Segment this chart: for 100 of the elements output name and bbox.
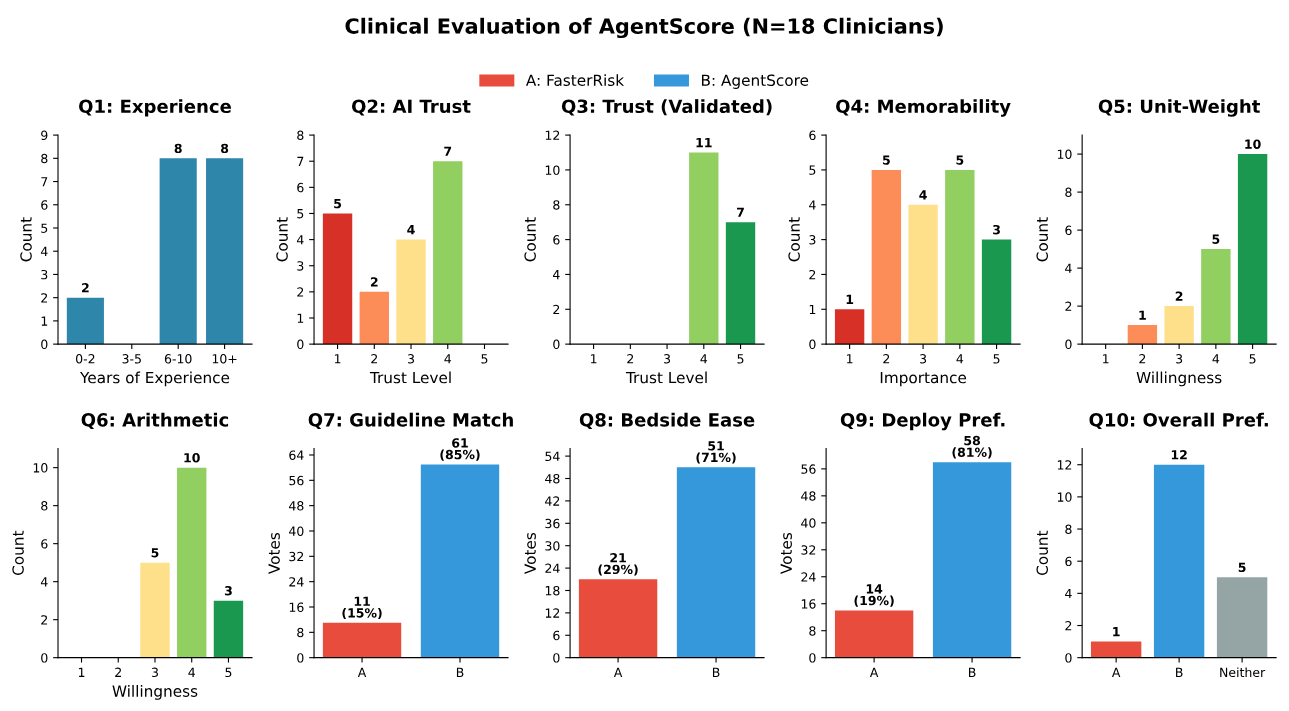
y-tick-label: 6 xyxy=(1065,225,1072,236)
x-tick-label: 2 xyxy=(115,667,121,677)
y-tick-label: 6 xyxy=(553,235,560,245)
y-tick-label: 5 xyxy=(809,165,816,175)
x-tick-label: 3 xyxy=(920,354,927,364)
bar xyxy=(945,169,975,345)
bar xyxy=(396,239,426,345)
y-tick-label: 8 xyxy=(809,626,816,636)
x-tick-label: 3 xyxy=(408,354,414,364)
y-axis-title: Count xyxy=(276,217,288,262)
bar xyxy=(177,467,207,658)
y-tick-label: 6 xyxy=(809,130,816,141)
x-tick-label: 5 xyxy=(225,667,232,678)
bar xyxy=(1216,577,1268,658)
x-tick-label: 2 xyxy=(371,354,378,364)
bar xyxy=(140,562,170,658)
data-label: 21 (29%) xyxy=(598,553,638,576)
y-tick-label: 0 xyxy=(1065,339,1072,350)
y-tick-label: 8 xyxy=(297,627,304,638)
y-tick-label: 1 xyxy=(809,304,816,315)
y-tick-label: 1 xyxy=(297,313,304,323)
y-tick-label: 32 xyxy=(289,551,304,562)
y-tick-label: 10 xyxy=(33,463,48,473)
x-axis-title: Years of Experience xyxy=(79,371,230,387)
y-tick-label: 10 xyxy=(1057,149,1072,160)
y-axis-title: Count xyxy=(524,217,536,262)
legend-label: A: FasterRisk xyxy=(525,74,625,87)
y-tick-label: 30 xyxy=(545,541,560,551)
y-tick-label: 48 xyxy=(801,491,816,501)
y-tick-label: 18 xyxy=(545,585,560,596)
x-axis-title: Willingness xyxy=(1136,371,1222,387)
x-axis-title: Trust Level xyxy=(625,371,707,384)
x-tick-label: 5 xyxy=(481,354,488,364)
y-tick-label: 10 xyxy=(545,165,560,175)
bar xyxy=(981,239,1012,345)
y-tick-label: 8 xyxy=(553,200,560,210)
bar xyxy=(322,213,353,345)
y-tick-label: 2 xyxy=(1065,620,1072,631)
y-tick-label: 5 xyxy=(297,209,304,219)
y-tick-label: 7 xyxy=(41,177,48,187)
x-tick-label: 1 xyxy=(847,354,853,364)
y-tick-label: 12 xyxy=(545,608,560,618)
y-tick-label: 0 xyxy=(553,653,560,663)
chart-title: Q3: Trust (Validated) xyxy=(561,99,772,116)
x-tick-label: 0-2 xyxy=(76,354,95,364)
chart-title: Q5: Unit-Weight xyxy=(1098,99,1260,117)
data-label: 4 xyxy=(407,225,415,235)
chart-title: Q2: AI Trust xyxy=(351,99,471,116)
bar xyxy=(1090,641,1142,658)
y-tick-label: 4 xyxy=(40,577,48,587)
bar xyxy=(359,291,389,345)
x-tick-label: 4 xyxy=(956,354,964,364)
y-tick-label: 24 xyxy=(545,563,560,573)
x-tick-label: 10+ xyxy=(212,354,237,364)
x-tick-label: 1 xyxy=(590,354,597,364)
y-tick-label: 6 xyxy=(297,182,304,193)
data-label: 11 xyxy=(696,138,712,148)
chart-title: Q9: Deploy Pref. xyxy=(840,412,1005,431)
y-tick-label: 2 xyxy=(297,287,304,297)
y-tick-label: 3 xyxy=(41,269,48,280)
x-axis-title: Importance xyxy=(880,371,967,387)
y-tick-label: 2 xyxy=(809,269,816,280)
x-axis-title: Willingness xyxy=(112,685,198,700)
bar xyxy=(1201,249,1231,345)
y-tick-label: 1 xyxy=(41,316,48,326)
y-tick-label: 3 xyxy=(809,235,816,245)
x-tick-label: 3-5 xyxy=(122,354,141,364)
data-label: 5 xyxy=(151,548,159,558)
y-tick-label: 0 xyxy=(809,339,816,350)
x-tick-label: A xyxy=(613,667,623,677)
data-label: 61 (85%) xyxy=(440,438,480,461)
bar xyxy=(1164,306,1194,345)
y-tick-label: 4 xyxy=(1065,263,1072,273)
chart-title: Q7: Guideline Match xyxy=(308,412,513,430)
x-tick-label: A xyxy=(1111,667,1121,677)
bar xyxy=(213,600,244,658)
y-tick-label: 16 xyxy=(289,602,304,612)
y-tick-label: 56 xyxy=(801,464,816,474)
y-tick-label: 4 xyxy=(296,235,304,245)
y-tick-label: 10 xyxy=(1057,492,1072,502)
y-tick-label: 54 xyxy=(545,451,560,462)
x-tick-label: 1 xyxy=(1103,354,1109,364)
x-tick-label: B xyxy=(456,667,464,677)
y-tick-label: 40 xyxy=(801,518,816,528)
x-tick-label: 3 xyxy=(664,354,671,364)
y-tick-label: 8 xyxy=(1065,187,1072,198)
y-tick-label: 4 xyxy=(809,200,816,210)
y-tick-label: 0 xyxy=(297,653,304,663)
y-tick-label: 0 xyxy=(553,339,560,350)
x-tick-label: 2 xyxy=(1139,354,1146,364)
data-label: 10 xyxy=(1245,139,1261,149)
x-tick-label: 4 xyxy=(1212,354,1220,364)
x-tick-label: 4 xyxy=(188,667,195,677)
y-tick-label: 6 xyxy=(1065,556,1072,567)
y-tick-label: 0 xyxy=(41,653,48,663)
y-tick-label: 32 xyxy=(801,545,816,555)
y-tick-label: 4 xyxy=(553,270,560,280)
data-label: 8 xyxy=(221,143,229,154)
data-label: 2 xyxy=(1175,291,1183,301)
y-tick-label: 9 xyxy=(41,130,48,141)
